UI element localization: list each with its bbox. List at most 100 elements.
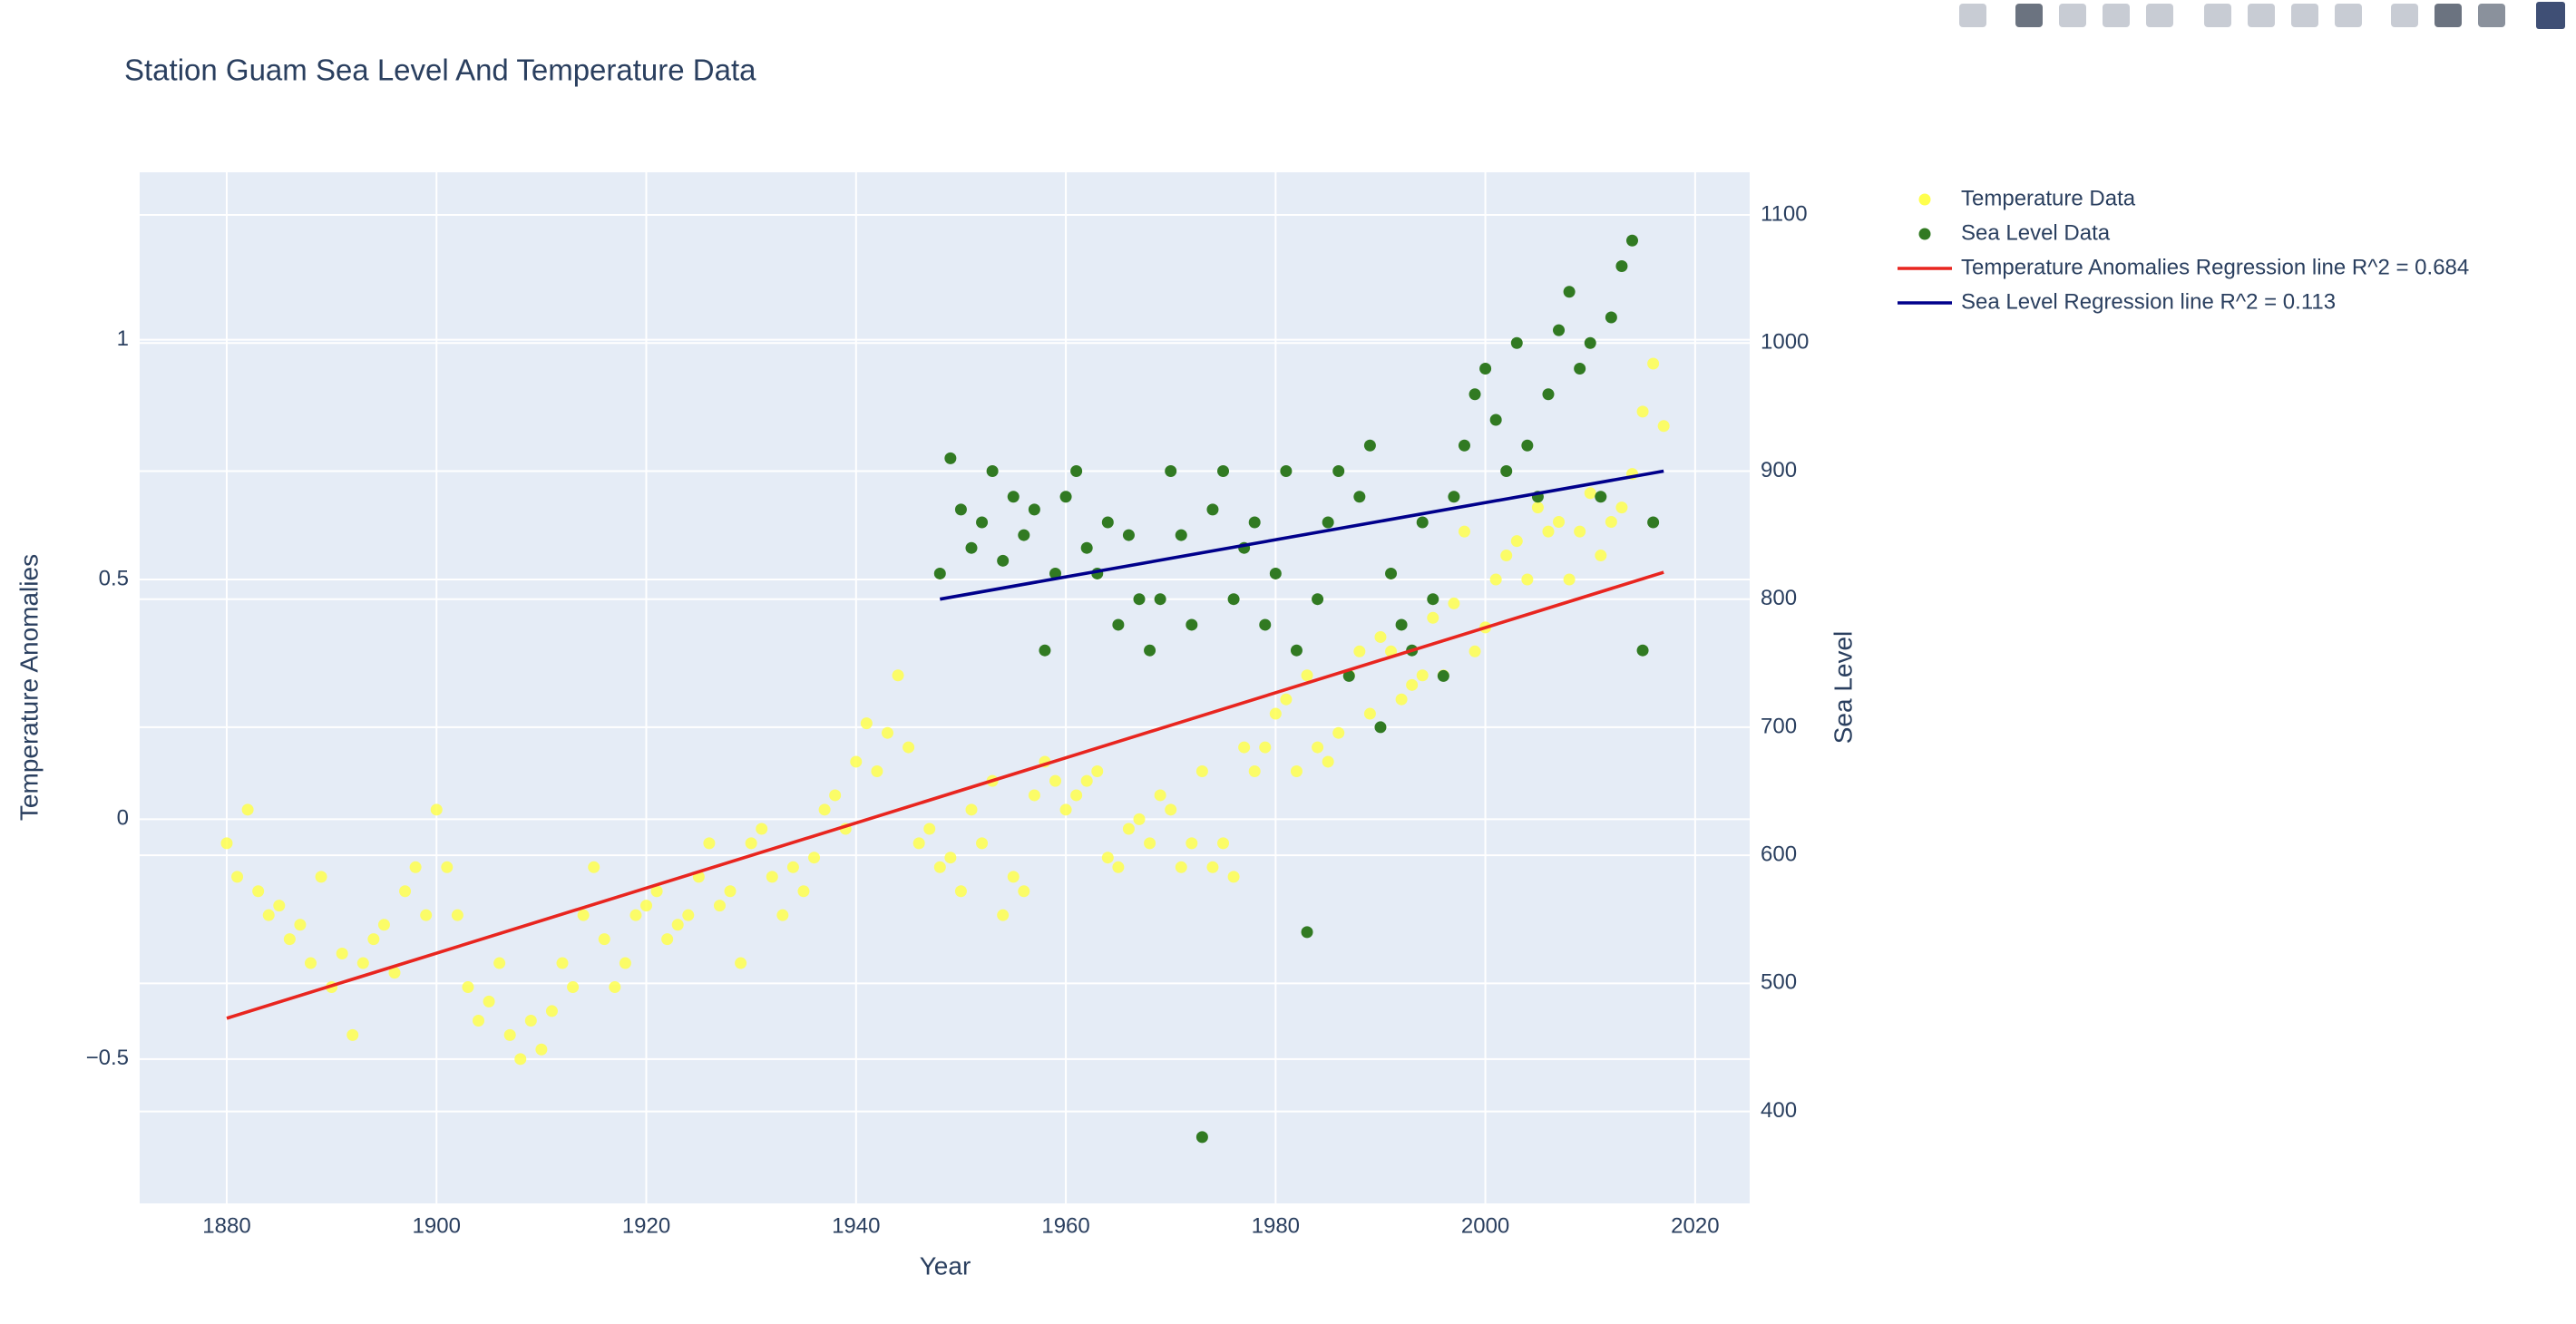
- data-point: [1374, 630, 1387, 643]
- data-point: [786, 861, 799, 873]
- data-point: [1018, 529, 1030, 541]
- zoom-button[interactable]: [2015, 4, 2043, 27]
- data-point: [609, 980, 621, 993]
- data-point: [1416, 516, 1429, 529]
- y-tick-label: 1: [117, 326, 129, 351]
- data-point: [1385, 567, 1398, 579]
- plot-area: [140, 172, 1750, 1203]
- data-point: [1112, 618, 1125, 631]
- data-point: [1332, 726, 1345, 739]
- data-point: [1615, 501, 1628, 514]
- pan-button[interactable]: [2059, 4, 2086, 27]
- chart-title: Station Guam Sea Level And Temperature D…: [124, 54, 756, 87]
- data-point: [1353, 491, 1366, 503]
- data-point: [588, 861, 600, 873]
- data-point: [1217, 837, 1230, 850]
- data-point: [1500, 464, 1513, 477]
- data-point: [1039, 644, 1051, 657]
- hover-compare-button[interactable]: [2478, 4, 2505, 27]
- x-tick-label: 1920: [622, 1213, 670, 1238]
- data-point: [1584, 487, 1596, 500]
- data-point: [766, 871, 778, 883]
- data-point: [1280, 464, 1293, 477]
- data-point: [430, 803, 443, 816]
- data-point: [1521, 439, 1534, 452]
- data-point: [682, 909, 695, 921]
- data-point: [1521, 573, 1534, 586]
- camera-button[interactable]: [1959, 4, 1986, 27]
- zoom-in-button[interactable]: [2204, 4, 2231, 27]
- data-point: [1406, 678, 1419, 691]
- data-point: [473, 1015, 485, 1027]
- x-axis-title: Year: [920, 1251, 971, 1280]
- data-point: [756, 823, 768, 835]
- data-point: [315, 871, 327, 883]
- data-point: [514, 1053, 527, 1066]
- data-point: [1206, 503, 1219, 516]
- lasso-button[interactable]: [2146, 4, 2173, 27]
- plotly-logo[interactable]: [2536, 2, 2565, 29]
- zoom-out-button[interactable]: [2248, 4, 2275, 27]
- data-point: [1542, 388, 1555, 401]
- data-point: [462, 980, 474, 993]
- data-point: [1133, 813, 1146, 825]
- data-point: [1259, 618, 1272, 631]
- data-point: [640, 900, 653, 912]
- legend-marker: [1918, 193, 1931, 206]
- data-point: [1259, 741, 1272, 754]
- data-point: [818, 803, 831, 816]
- data-point: [1018, 885, 1030, 898]
- data-point: [220, 837, 233, 850]
- regression-line: [226, 570, 1664, 1020]
- data-point: [629, 909, 642, 921]
- data-point: [1584, 336, 1596, 349]
- data-point: [713, 900, 726, 912]
- data-point: [1332, 464, 1345, 477]
- data-point: [850, 755, 863, 768]
- data-point: [1248, 765, 1261, 778]
- data-point: [1574, 362, 1586, 375]
- data-point: [1458, 525, 1470, 538]
- data-point: [808, 852, 821, 864]
- data-point: [1175, 861, 1187, 873]
- data-point: [1342, 669, 1355, 682]
- y2-axis-title: Sea Level: [1829, 631, 1857, 745]
- data-point: [1144, 644, 1156, 657]
- series: [226, 570, 1664, 1020]
- autoscale-button[interactable]: [2291, 4, 2318, 27]
- data-point: [1395, 693, 1408, 706]
- y2-tick-label: 800: [1761, 586, 1797, 610]
- data-point: [1500, 550, 1513, 562]
- data-point: [567, 980, 580, 993]
- data-point: [1448, 491, 1460, 503]
- data-point: [1049, 774, 1061, 787]
- x-tick-label: 1940: [832, 1213, 880, 1238]
- data-point: [388, 967, 401, 979]
- data-point: [1595, 491, 1607, 503]
- hover-closest-button[interactable]: [2435, 4, 2462, 27]
- data-point: [1186, 837, 1198, 850]
- data-point: [262, 909, 275, 921]
- spike-button[interactable]: [2391, 4, 2418, 27]
- data-point: [976, 516, 989, 529]
- series: [939, 469, 1664, 601]
- data-point: [231, 871, 244, 883]
- y2-tick-label: 600: [1761, 842, 1797, 866]
- data-point: [1217, 464, 1230, 477]
- legend-label: Sea Level Data: [1961, 220, 2111, 245]
- y2-tick-label: 1100: [1761, 201, 1808, 226]
- data-point: [650, 885, 663, 898]
- data-point: [1647, 516, 1660, 529]
- x-tick-label: 2020: [1671, 1213, 1719, 1238]
- data-point: [1154, 789, 1166, 802]
- data-point: [954, 503, 967, 516]
- select-button[interactable]: [2103, 4, 2130, 27]
- data-point: [1542, 525, 1555, 538]
- data-point: [1091, 765, 1104, 778]
- data-point: [252, 885, 265, 898]
- data-point: [1101, 852, 1114, 864]
- reset-button[interactable]: [2335, 4, 2362, 27]
- y-tick-label: −0.5: [86, 1046, 129, 1070]
- legend-label: Temperature Data: [1961, 186, 2136, 210]
- data-point: [724, 885, 737, 898]
